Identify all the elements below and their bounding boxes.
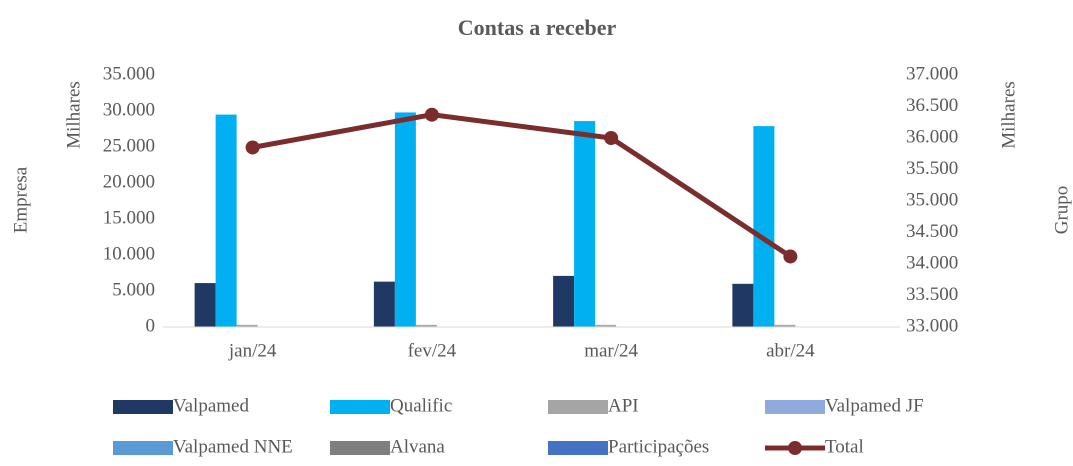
line-marker	[424, 107, 439, 122]
legend-label: Alvana	[390, 436, 445, 457]
bar	[194, 283, 216, 327]
line	[252, 112, 792, 259]
bar	[595, 324, 617, 327]
y-unit-label: Milhares	[63, 81, 84, 149]
line-marker	[783, 249, 798, 264]
legend-swatch	[330, 441, 390, 455]
y2-tick-label: 34.000	[906, 252, 958, 273]
bar	[753, 126, 775, 328]
legend-swatch	[548, 441, 608, 455]
x-tick-label: jan/24	[228, 340, 277, 361]
legend-label: Total	[825, 436, 864, 457]
y2-axis-label: Grupo	[1051, 186, 1072, 235]
y-tick-label: 15.000	[103, 207, 155, 228]
y2-tick-label: 33.000	[906, 315, 958, 336]
y-tick-label: 10.000	[103, 243, 155, 264]
legend-label: Participações	[608, 436, 709, 457]
bar	[215, 114, 237, 327]
legend-swatch	[765, 400, 825, 414]
legend-swatch	[113, 400, 173, 414]
y-tick-label: 25.000	[103, 135, 155, 156]
line-marker	[604, 131, 619, 145]
legend-label: Valpamed JF	[825, 395, 924, 416]
legend-swatch	[330, 400, 390, 414]
legend-label: Valpamed NNE	[173, 436, 293, 457]
chart-title: Contas a receber	[458, 15, 617, 40]
bar	[415, 324, 437, 327]
y2-tick-label: 34.500	[906, 221, 958, 242]
y2-unit-label: Milhares	[998, 81, 1019, 149]
legend-swatch	[548, 400, 608, 414]
legend-marker	[788, 441, 802, 455]
bar	[553, 275, 575, 327]
y2-tick-label: 37.000	[906, 63, 958, 84]
x-tick-label: fev/24	[408, 340, 457, 361]
bar	[732, 283, 754, 327]
y2-tick-label: 35.000	[906, 189, 958, 210]
x-tick-label: abr/24	[766, 340, 815, 361]
bar	[394, 112, 416, 327]
y-axis-label: Empresa	[10, 166, 31, 233]
legend-swatch	[113, 441, 173, 455]
x-tick-label: mar/24	[584, 340, 638, 361]
bar	[774, 324, 796, 327]
y2-tick-label: 36.000	[906, 126, 958, 147]
bar	[236, 324, 258, 327]
y-tick-label: 0	[146, 315, 156, 336]
legend-label: API	[608, 395, 639, 416]
legend-label: Qualific	[390, 395, 452, 416]
y-tick-label: 5.000	[112, 279, 155, 300]
y2-tick-label: 33.500	[906, 284, 958, 305]
line-marker	[245, 140, 260, 155]
y-tick-label: 30.000	[103, 99, 155, 120]
legend-label: Valpamed	[173, 395, 249, 416]
y-tick-label: 20.000	[103, 171, 155, 192]
bar	[373, 281, 395, 327]
y2-tick-label: 35.500	[906, 158, 958, 179]
bar	[574, 121, 596, 327]
y-tick-label: 35.000	[103, 63, 155, 84]
y2-tick-label: 36.500	[906, 95, 958, 116]
